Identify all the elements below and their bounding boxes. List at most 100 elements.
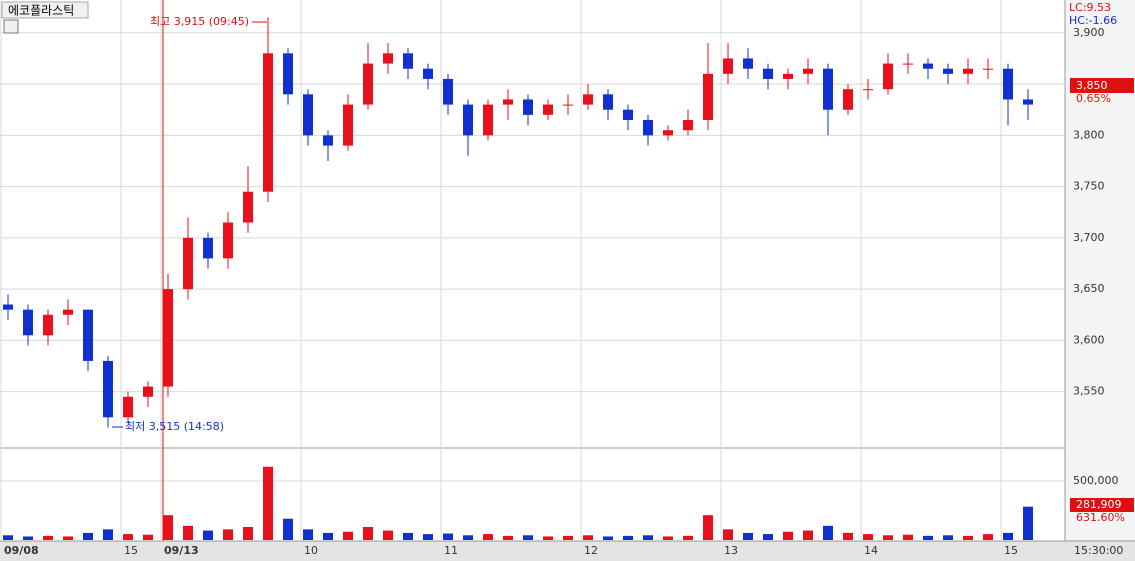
- candle-body: [963, 68, 973, 74]
- volume-bar: [763, 534, 773, 540]
- volume-bar: [1023, 506, 1033, 540]
- x-tick-label: 12: [584, 544, 598, 557]
- volume-bar: [403, 532, 413, 540]
- candle-body: [363, 63, 373, 105]
- price-axis-area: [1065, 0, 1135, 561]
- lc-label: LC:9.53: [1069, 1, 1111, 14]
- volume-bar: [523, 535, 533, 540]
- volume-bar: [343, 531, 353, 540]
- volume-bar: [263, 466, 273, 540]
- title: 에코플라스틱: [8, 4, 74, 18]
- candle-body: [883, 63, 893, 90]
- volume-bar: [303, 529, 313, 540]
- candle-body: [563, 104, 573, 106]
- candle-body: [683, 119, 693, 131]
- volume-bar: [223, 529, 233, 540]
- candle-body: [1003, 68, 1013, 100]
- volume-bar: [643, 535, 653, 540]
- volume-bar: [243, 527, 253, 540]
- title-box: [1, 1, 89, 19]
- candle-body: [523, 99, 533, 115]
- y-tick-label: 3,800: [1073, 128, 1105, 141]
- candle-body: [223, 222, 233, 259]
- candle-body: [923, 63, 933, 69]
- volume-bar: [603, 536, 613, 540]
- volume-bar: [43, 535, 53, 540]
- candle-body: [583, 94, 593, 105]
- candle-body: [643, 119, 653, 136]
- low-annotation: 최저 3,515 (14:58): [125, 420, 224, 433]
- candle-body: [383, 53, 393, 64]
- volume-bar: [123, 534, 133, 540]
- candle-body: [403, 53, 413, 69]
- time-label: 15:30:00: [1074, 544, 1123, 557]
- volume-bar: [703, 515, 713, 540]
- volume-bar: [723, 529, 733, 540]
- candle-body: [903, 63, 913, 65]
- current-price: 3,850: [1076, 79, 1108, 92]
- high-annotation: 최고 3,915 (09:45): [150, 15, 249, 28]
- x-tick-label: 15: [1004, 544, 1018, 557]
- candle-body: [783, 73, 793, 79]
- volume-bar: [923, 535, 933, 540]
- candle-body: [723, 58, 733, 74]
- volume-bar: [203, 530, 213, 540]
- candle-body: [843, 89, 853, 110]
- candle-body: [203, 237, 213, 259]
- volume-bar: [823, 525, 833, 540]
- x-tick-label: 15: [124, 544, 138, 557]
- y-tick-label: 3,550: [1073, 385, 1105, 398]
- volume-bar: [83, 532, 93, 540]
- candle-body: [503, 99, 513, 105]
- volume-bar: [23, 536, 33, 540]
- candle-body: [863, 89, 873, 91]
- volume-bar: [543, 536, 553, 540]
- volume-bar: [143, 534, 153, 540]
- y-tick-label: 3,900: [1073, 26, 1105, 39]
- volume-bar: [3, 535, 13, 540]
- x-tick-label: 09/13: [164, 544, 199, 557]
- candle-body: [303, 94, 313, 136]
- y-tick-label: 3,600: [1073, 333, 1105, 346]
- volume-bar: [63, 536, 73, 540]
- volume-bar: [423, 534, 433, 540]
- x-tick-label: 09/08: [4, 544, 39, 557]
- volume-bar: [323, 532, 333, 540]
- volume-bar: [1003, 532, 1013, 540]
- volume-bar: [623, 535, 633, 540]
- volume-bar: [983, 534, 993, 540]
- candle-body: [23, 309, 33, 336]
- candle-body: [823, 68, 833, 110]
- candle-body: [423, 68, 433, 79]
- volume-bar: [943, 535, 953, 540]
- candle-body: [143, 386, 153, 397]
- candle-body: [43, 314, 53, 336]
- candle-body: [243, 191, 253, 223]
- candle-body: [1023, 99, 1033, 105]
- candle-body: [543, 104, 553, 115]
- volume-bar: [463, 535, 473, 540]
- candle-body: [763, 68, 773, 79]
- candle-body: [663, 130, 673, 136]
- volume-bar: [443, 533, 453, 540]
- volume-bar: [803, 530, 813, 540]
- volume-bar: [503, 535, 513, 540]
- candle-body: [103, 360, 113, 418]
- grid-icon[interactable]: [3, 19, 19, 34]
- volume-bar: [563, 535, 573, 540]
- candle-body: [323, 135, 333, 146]
- hc-label: HC:-1.66: [1069, 14, 1117, 27]
- price-box: [1070, 78, 1134, 93]
- volume-bar: [363, 527, 373, 540]
- volume-bar: [383, 530, 393, 540]
- candle-body: [623, 109, 633, 120]
- candle-body: [463, 104, 473, 136]
- candle-body: [743, 58, 753, 69]
- candle-body: [163, 289, 173, 387]
- volume-bar: [863, 534, 873, 540]
- candle-body: [63, 309, 73, 315]
- candle-body: [603, 94, 613, 110]
- candle-body: [183, 237, 193, 290]
- volume-bar: [743, 532, 753, 540]
